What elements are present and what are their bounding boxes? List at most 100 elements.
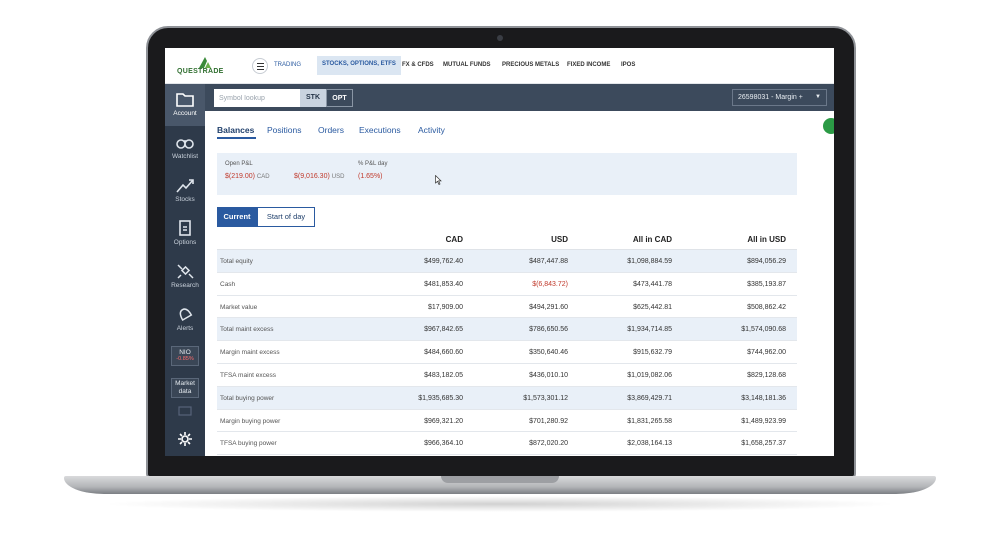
sidebar-item-watchlist[interactable]: Watchlist <box>165 127 205 169</box>
cell: $350,640.46 <box>529 349 568 357</box>
cell: $1,934,714.85 <box>627 326 672 334</box>
column-header: USD <box>551 235 568 244</box>
balances-table: CAD USD All in CAD All in USD Total equi… <box>217 228 797 456</box>
cad-unit: CAD <box>256 174 270 180</box>
cell: $1,573,301.12 <box>523 394 568 402</box>
questrade-logo[interactable]: QUESTRADE <box>177 55 233 77</box>
cell: $473,441.78 <box>633 280 672 288</box>
sidebar-item-alerts[interactable]: Alerts <box>165 299 205 341</box>
cell: $966,364.10 <box>424 440 463 448</box>
table-row: Total equity $499,762.40 $487,447.88 $1,… <box>217 250 797 273</box>
hamburger-line <box>256 68 264 70</box>
laptop-base <box>64 476 936 494</box>
open-pnl-usd-value: $(9,016.30) <box>294 173 330 180</box>
tab-activity[interactable]: Activity <box>418 125 445 135</box>
nav-fixed-income[interactable]: FIXED INCOME <box>567 62 611 68</box>
nav-trading[interactable]: TRADING <box>274 62 301 68</box>
satellite-icon <box>177 264 194 279</box>
market-data-button[interactable]: Market data <box>171 378 199 398</box>
tab-balances[interactable]: Balances <box>217 125 255 135</box>
table-row: TFSA maint excess $483,182.05 $436,010.1… <box>217 364 797 387</box>
hamburger-icon <box>256 62 264 64</box>
app-screen: QUESTRADE TRADING STOCKS, OPTIONS, ETFS … <box>165 48 834 456</box>
sidebar-item-options[interactable]: Options <box>165 213 205 255</box>
chat-icon[interactable] <box>178 406 192 418</box>
cell: $17,909.00 <box>427 303 463 311</box>
table-row: Margin maint excess $484,660.60 $350,640… <box>217 341 797 364</box>
folder-icon <box>176 93 194 107</box>
laptop-shadow <box>100 496 900 512</box>
stk-toggle[interactable]: STK <box>300 89 326 107</box>
cell: $508,862.42 <box>747 303 786 311</box>
tab-executions[interactable]: Executions <box>359 125 401 135</box>
opt-toggle[interactable]: OPT <box>326 89 353 107</box>
cell: $1,574,090.68 <box>741 326 786 334</box>
usd-unit: USD <box>331 174 345 180</box>
row-label: Market value <box>220 303 258 311</box>
column-header: All in USD <box>747 235 786 244</box>
cell: $1,831,265.58 <box>627 417 672 425</box>
hamburger-line <box>256 65 264 67</box>
cell: $484,660.60 <box>424 349 463 357</box>
row-label: Margin maint excess <box>220 349 280 357</box>
document-icon <box>179 220 191 236</box>
start-of-day-toggle[interactable]: Start of day <box>257 207 315 227</box>
ticker-widget[interactable]: NIO -0.85% <box>171 346 199 366</box>
sidebar-item-account[interactable]: Account <box>165 84 205 126</box>
open-pnl-cad: $(219.00) CAD <box>225 173 270 180</box>
sidebar-item-label: Watchlist <box>171 153 199 160</box>
sidebar-item-label: Stocks <box>175 196 195 203</box>
row-label: TFSA buying power <box>220 440 277 448</box>
binoculars-icon <box>176 139 194 149</box>
toolbar: STK OPT 26598031 - Margin + ▼ <box>205 84 834 111</box>
current-toggle[interactable]: Current <box>217 207 257 227</box>
cell: $786,650.56 <box>529 326 568 334</box>
table-row: TFSA buying power $966,364.10 $872,020.2… <box>217 432 797 456</box>
bell-icon <box>179 308 193 321</box>
sidebar-item-stocks[interactable]: Stocks <box>165 170 205 212</box>
pct-pnl-value: (1.65%) <box>358 173 383 180</box>
cell: $967,842.65 <box>424 326 463 334</box>
cell: $499,762.40 <box>424 258 463 265</box>
nav-stocks-options-etfs[interactable]: STOCKS, OPTIONS, ETFS <box>317 56 401 75</box>
ticker-change: -0.85% <box>176 356 194 362</box>
open-pnl-cad-value: $(219.00) <box>225 173 255 180</box>
cell: $3,148,181.36 <box>741 394 786 402</box>
nav-fx-cfds[interactable]: FX & CFDS <box>402 62 434 68</box>
account-label: 26598031 - Margin + <box>738 94 803 101</box>
gear-icon[interactable] <box>177 431 193 447</box>
pnl-summary: Open P&L $(219.00) CAD $(9,016.30) USD %… <box>217 153 797 195</box>
nav-ipos[interactable]: IPOS <box>621 62 636 68</box>
logo-text: QUESTRADE <box>177 68 224 75</box>
sidebar-item-research[interactable]: Research <box>165 256 205 298</box>
cell: $1,019,082.06 <box>627 371 672 379</box>
column-header: All in CAD <box>632 235 672 244</box>
row-label: Total buying power <box>220 394 275 402</box>
cell: $915,632.79 <box>633 349 672 357</box>
table-row: Margin buying power $969,321.20 $701,280… <box>217 410 797 433</box>
cell: $829,128.68 <box>747 371 786 379</box>
cell: $483,182.05 <box>424 371 463 379</box>
cell: $1,658,257.37 <box>741 440 786 448</box>
nav-mutual-funds[interactable]: MUTUAL FUNDS <box>443 62 491 68</box>
logo-mark-icon <box>199 57 211 68</box>
cell: $1,098,884.59 <box>627 258 672 265</box>
cell: $894,056.29 <box>747 258 786 265</box>
tab-orders[interactable]: Orders <box>318 125 344 135</box>
nav-precious-metals[interactable]: PRECIOUS METALS <box>502 62 560 68</box>
chat-bubble-icon[interactable] <box>823 118 834 134</box>
menu-button[interactable] <box>252 58 268 74</box>
table-row: Cash $481,853.40 $(6,843.72) $473,441.78… <box>217 273 797 296</box>
account-selector[interactable]: 26598031 - Margin + ▼ <box>732 89 827 106</box>
cell: $625,442.81 <box>633 303 672 311</box>
cell: $385,193.87 <box>747 280 786 288</box>
sidebar-item-label: Research <box>171 282 199 289</box>
chevron-down-icon: ▼ <box>815 94 821 100</box>
active-tab-indicator <box>217 137 256 139</box>
symbol-lookup-input[interactable] <box>214 89 300 107</box>
tab-positions[interactable]: Positions <box>267 125 302 135</box>
row-label: Margin buying power <box>220 417 281 425</box>
cell: $872,020.20 <box>529 440 568 448</box>
cell: $494,291.60 <box>529 303 568 311</box>
sidebar-item-label: Account <box>173 110 197 117</box>
